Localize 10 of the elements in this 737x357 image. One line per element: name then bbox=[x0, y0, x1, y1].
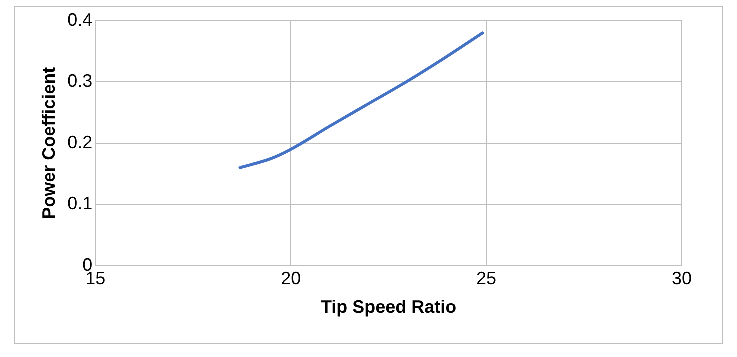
y-tick-label: 0.2 bbox=[68, 132, 93, 152]
line-series bbox=[238, 32, 484, 170]
y-tick-label: 0.1 bbox=[68, 194, 93, 214]
y-axis-title: Power Coefficient bbox=[38, 67, 59, 220]
x-tick-label: 20 bbox=[281, 268, 302, 289]
y-tick-label: 0.4 bbox=[68, 10, 93, 30]
y-tick-label: 0.3 bbox=[68, 71, 93, 92]
x-tick-label: 30 bbox=[672, 268, 692, 289]
x-tick-label: 25 bbox=[476, 268, 497, 289]
x-axis-title: Tip Speed Ratio bbox=[320, 297, 457, 318]
